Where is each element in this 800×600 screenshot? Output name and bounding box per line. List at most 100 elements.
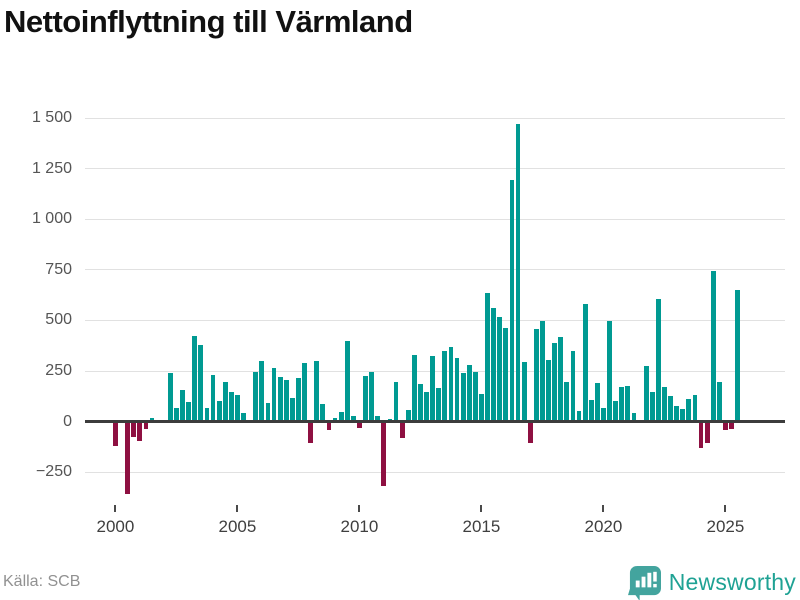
x-axis-tick-label: 2025 bbox=[706, 517, 745, 536]
bar-negative bbox=[399, 421, 405, 439]
bar-positive bbox=[485, 293, 490, 422]
x-axis-tick bbox=[602, 505, 605, 512]
gridline bbox=[85, 319, 785, 321]
bar-positive bbox=[344, 341, 350, 422]
bar-positive bbox=[710, 270, 716, 422]
bar-negative bbox=[704, 421, 710, 443]
bar-positive bbox=[546, 359, 551, 422]
bar-positive bbox=[283, 380, 289, 422]
gridline bbox=[85, 218, 785, 220]
x-axis-tick-label: 2000 bbox=[96, 517, 135, 536]
bar-negative bbox=[326, 421, 332, 431]
bar-positive bbox=[235, 395, 240, 422]
bar-positive bbox=[521, 362, 527, 422]
bar-positive bbox=[619, 387, 625, 422]
bar-positive bbox=[375, 415, 381, 422]
bar-positive bbox=[320, 404, 326, 422]
bar-positive bbox=[674, 406, 680, 422]
bar-positive bbox=[411, 355, 417, 422]
bar-positive bbox=[735, 290, 741, 422]
bar-positive bbox=[655, 298, 661, 422]
gridline bbox=[85, 117, 785, 119]
bar-positive bbox=[649, 392, 655, 422]
bar-negative bbox=[729, 421, 734, 430]
bar-negative bbox=[131, 421, 137, 437]
bar-positive bbox=[509, 179, 515, 422]
bar-positive bbox=[680, 409, 686, 422]
x-axis-tick-label: 2020 bbox=[584, 517, 623, 536]
bar-positive bbox=[479, 394, 484, 422]
bar-positive bbox=[198, 344, 204, 422]
gridline bbox=[85, 269, 785, 271]
bar-negative bbox=[143, 421, 149, 429]
bar-positive bbox=[442, 350, 448, 422]
bar-positive bbox=[174, 408, 179, 422]
bar-positive bbox=[436, 388, 442, 422]
newsworthy-wordmark: Newsworthy bbox=[668, 569, 796, 595]
bar-positive bbox=[222, 382, 228, 422]
x-axis-tick bbox=[724, 505, 727, 512]
bar-positive bbox=[448, 346, 454, 422]
bar-positive bbox=[424, 392, 429, 422]
bar-positive bbox=[582, 303, 588, 422]
bar-positive bbox=[558, 336, 564, 422]
bar-positive bbox=[265, 403, 271, 422]
y-axis-tick-label: 1 250 bbox=[31, 159, 72, 177]
y-axis-tick-label: 1 000 bbox=[31, 210, 72, 228]
x-axis-tick-label: 2005 bbox=[218, 517, 257, 536]
bar-positive bbox=[454, 357, 460, 422]
bar-negative bbox=[357, 421, 362, 429]
bar-positive bbox=[643, 365, 649, 422]
y-axis-tick-label: 0 bbox=[63, 412, 72, 430]
bar-positive bbox=[289, 397, 295, 422]
bar-positive bbox=[668, 395, 673, 422]
source-label: Källa: SCB bbox=[3, 573, 81, 590]
bar-positive bbox=[570, 350, 576, 422]
bar-negative bbox=[527, 421, 533, 444]
bar-positive bbox=[607, 320, 612, 422]
bar-negative bbox=[113, 421, 118, 446]
bar-positive bbox=[686, 398, 692, 422]
bar-positive bbox=[369, 372, 375, 422]
bar-positive bbox=[625, 385, 631, 422]
y-axis-tick-label: 1 500 bbox=[31, 109, 72, 126]
bar-positive bbox=[631, 413, 637, 422]
x-axis-tick bbox=[236, 505, 239, 512]
x-axis-tick bbox=[480, 505, 483, 512]
bar-positive bbox=[216, 401, 222, 422]
bar-positive bbox=[149, 417, 155, 422]
bar-positive bbox=[497, 316, 503, 422]
bar-positive bbox=[601, 408, 606, 422]
bar-positive bbox=[241, 412, 246, 422]
bar-positive bbox=[259, 360, 265, 422]
gridline bbox=[85, 471, 785, 473]
x-axis-tick bbox=[114, 505, 117, 512]
bar-positive bbox=[662, 386, 667, 422]
bar-positive bbox=[302, 363, 307, 422]
bar-positive bbox=[167, 373, 173, 422]
bar-positive bbox=[460, 373, 466, 422]
bar-positive bbox=[405, 409, 411, 422]
y-axis-tick-label: 250 bbox=[45, 362, 72, 379]
bar-negative bbox=[698, 421, 704, 448]
bar-positive bbox=[594, 383, 600, 422]
x-axis-tick-label: 2010 bbox=[340, 517, 379, 536]
bar-negative bbox=[723, 421, 728, 431]
bar-positive bbox=[418, 383, 423, 422]
bar-negative bbox=[308, 421, 314, 444]
bar-positive bbox=[363, 376, 368, 422]
bar-positive bbox=[491, 307, 497, 422]
bar-positive bbox=[503, 328, 509, 422]
chart-title: Nettoinflyttning till Värmland bbox=[4, 4, 413, 39]
bar-positive bbox=[466, 364, 472, 422]
bar-positive bbox=[186, 401, 192, 422]
bar-negative bbox=[381, 421, 387, 486]
newsworthy-logo: Newsworthy bbox=[627, 564, 796, 600]
bar-positive bbox=[393, 381, 399, 422]
zero-axis-line bbox=[85, 420, 785, 424]
newsworthy-bars-icon bbox=[627, 564, 661, 600]
bar-positive bbox=[613, 400, 619, 422]
bar-negative bbox=[125, 421, 131, 495]
x-axis-tick bbox=[358, 505, 361, 512]
